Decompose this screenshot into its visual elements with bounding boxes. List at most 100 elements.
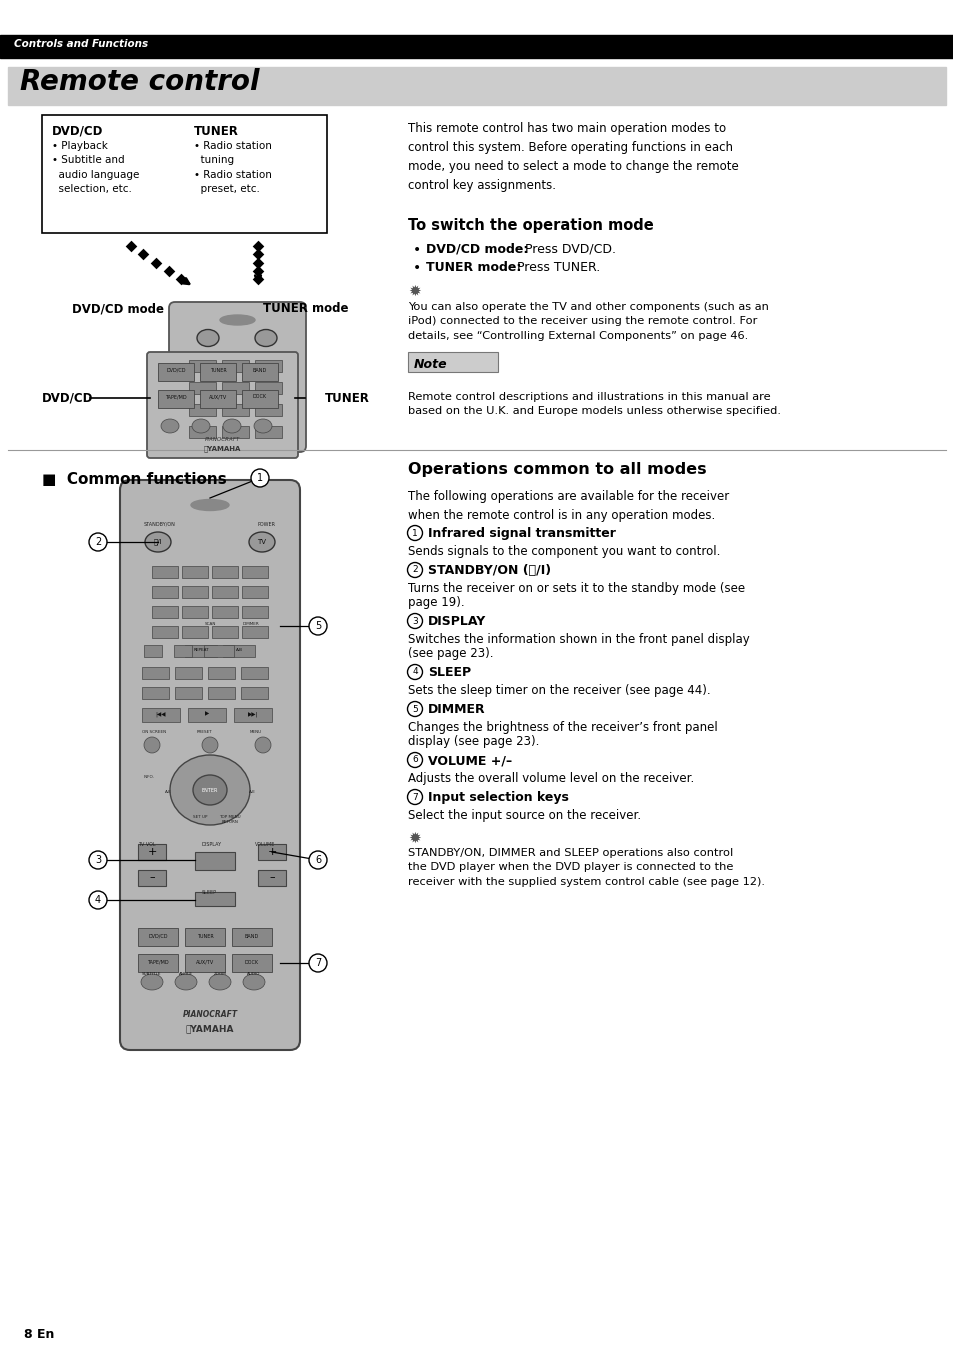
Point — [173, 268, 189, 290]
Point — [161, 260, 176, 282]
Text: TUNER mode: TUNER mode — [263, 302, 348, 315]
Circle shape — [407, 526, 422, 541]
Bar — [8, 67, 945, 105]
Bar — [188, 708, 226, 723]
Ellipse shape — [254, 329, 276, 346]
Text: SET UP: SET UP — [193, 816, 207, 820]
Ellipse shape — [196, 329, 219, 346]
Bar — [200, 363, 235, 381]
Ellipse shape — [209, 975, 231, 989]
FancyBboxPatch shape — [120, 480, 299, 1050]
Bar — [222, 404, 249, 417]
Ellipse shape — [243, 975, 265, 989]
Text: ENTER: ENTER — [202, 787, 218, 793]
Bar — [257, 869, 286, 886]
Bar — [212, 625, 237, 638]
Bar — [254, 404, 282, 417]
Bar — [185, 954, 225, 972]
Text: 1: 1 — [412, 528, 417, 538]
Text: Input selection keys: Input selection keys — [428, 791, 568, 803]
Text: VOLUME: VOLUME — [254, 842, 275, 847]
Bar — [142, 687, 169, 700]
Circle shape — [407, 701, 422, 717]
Text: AUDIO: AUDIO — [247, 972, 260, 976]
Text: (see page 23).: (see page 23). — [408, 647, 493, 661]
Ellipse shape — [220, 315, 254, 325]
Circle shape — [407, 790, 422, 805]
Bar — [222, 426, 249, 438]
Text: –: – — [269, 872, 274, 882]
Point — [135, 244, 151, 266]
Text: Sends signals to the component you want to control.: Sends signals to the component you want … — [408, 545, 720, 558]
Text: 2: 2 — [94, 537, 101, 547]
Bar — [173, 644, 192, 656]
Circle shape — [407, 752, 422, 767]
Text: Turns the receiver on or sets it to the standby mode (see: Turns the receiver on or sets it to the … — [408, 582, 744, 594]
Text: DVD/CD: DVD/CD — [42, 391, 93, 404]
Point — [250, 252, 265, 274]
Ellipse shape — [191, 500, 229, 511]
Point — [250, 260, 265, 282]
Ellipse shape — [249, 532, 274, 551]
Text: DIMMER: DIMMER — [243, 621, 259, 625]
Text: 8 En: 8 En — [24, 1328, 54, 1341]
Point — [123, 236, 138, 257]
Text: TAPE/MD: TAPE/MD — [165, 395, 187, 399]
Text: VOLUME +/–: VOLUME +/– — [428, 754, 512, 767]
Text: DOCK: DOCK — [253, 395, 267, 399]
Text: This remote control has two main operation modes to
control this system. Before : This remote control has two main operati… — [408, 123, 738, 191]
Bar — [242, 607, 268, 617]
Circle shape — [251, 469, 269, 487]
Bar — [138, 954, 178, 972]
Text: ON SCREEN: ON SCREEN — [142, 731, 166, 735]
Text: ✹: ✹ — [408, 284, 420, 299]
Bar — [194, 892, 234, 906]
Text: 7: 7 — [412, 793, 417, 802]
Text: DVD/CD: DVD/CD — [148, 934, 168, 938]
Text: BAND: BAND — [253, 368, 267, 372]
Bar — [257, 844, 286, 860]
Bar — [42, 115, 327, 233]
Bar — [189, 360, 215, 372]
Bar — [242, 390, 277, 408]
Text: +: + — [147, 847, 156, 857]
Bar — [208, 667, 234, 679]
Text: 5: 5 — [314, 621, 321, 631]
Text: A-E: A-E — [249, 790, 255, 794]
Text: DISPLAY: DISPLAY — [202, 842, 222, 847]
Bar — [152, 625, 178, 638]
Text: 4: 4 — [412, 667, 417, 677]
Text: TV VOL: TV VOL — [138, 842, 155, 847]
Text: STANDBY/ON (⏻/I): STANDBY/ON (⏻/I) — [428, 563, 551, 577]
Text: Infrared signal transmitter: Infrared signal transmitter — [428, 527, 616, 541]
Text: SCAN: SCAN — [205, 621, 216, 625]
Bar — [182, 566, 208, 578]
Bar — [185, 927, 225, 946]
Text: +: + — [267, 847, 276, 857]
Text: STANDBY/ON, DIMMER and SLEEP operations also control
the DVD player when the DVD: STANDBY/ON, DIMMER and SLEEP operations … — [408, 848, 764, 887]
Text: TAPE/MD: TAPE/MD — [147, 960, 169, 965]
Bar — [182, 625, 208, 638]
Text: Note: Note — [414, 359, 447, 371]
Text: REPEAT: REPEAT — [193, 648, 209, 652]
Bar — [189, 426, 215, 438]
Text: display (see page 23).: display (see page 23). — [408, 735, 538, 748]
Bar — [152, 586, 178, 599]
Text: 5: 5 — [412, 705, 417, 713]
Bar — [144, 644, 162, 656]
Text: 3: 3 — [95, 855, 101, 865]
Text: DOCK: DOCK — [245, 960, 259, 965]
Text: TUNER: TUNER — [196, 934, 213, 938]
Circle shape — [309, 851, 327, 869]
Circle shape — [309, 617, 327, 635]
Bar — [138, 844, 166, 860]
Text: PRESET: PRESET — [196, 731, 213, 735]
Circle shape — [309, 954, 327, 972]
Ellipse shape — [170, 755, 250, 825]
Text: –: – — [149, 872, 154, 882]
Text: AUX/TV: AUX/TV — [195, 960, 213, 965]
Text: 1: 1 — [256, 473, 263, 483]
Text: 6: 6 — [412, 755, 417, 764]
Text: BAND: BAND — [245, 934, 259, 938]
Text: MENU: MENU — [250, 731, 262, 735]
